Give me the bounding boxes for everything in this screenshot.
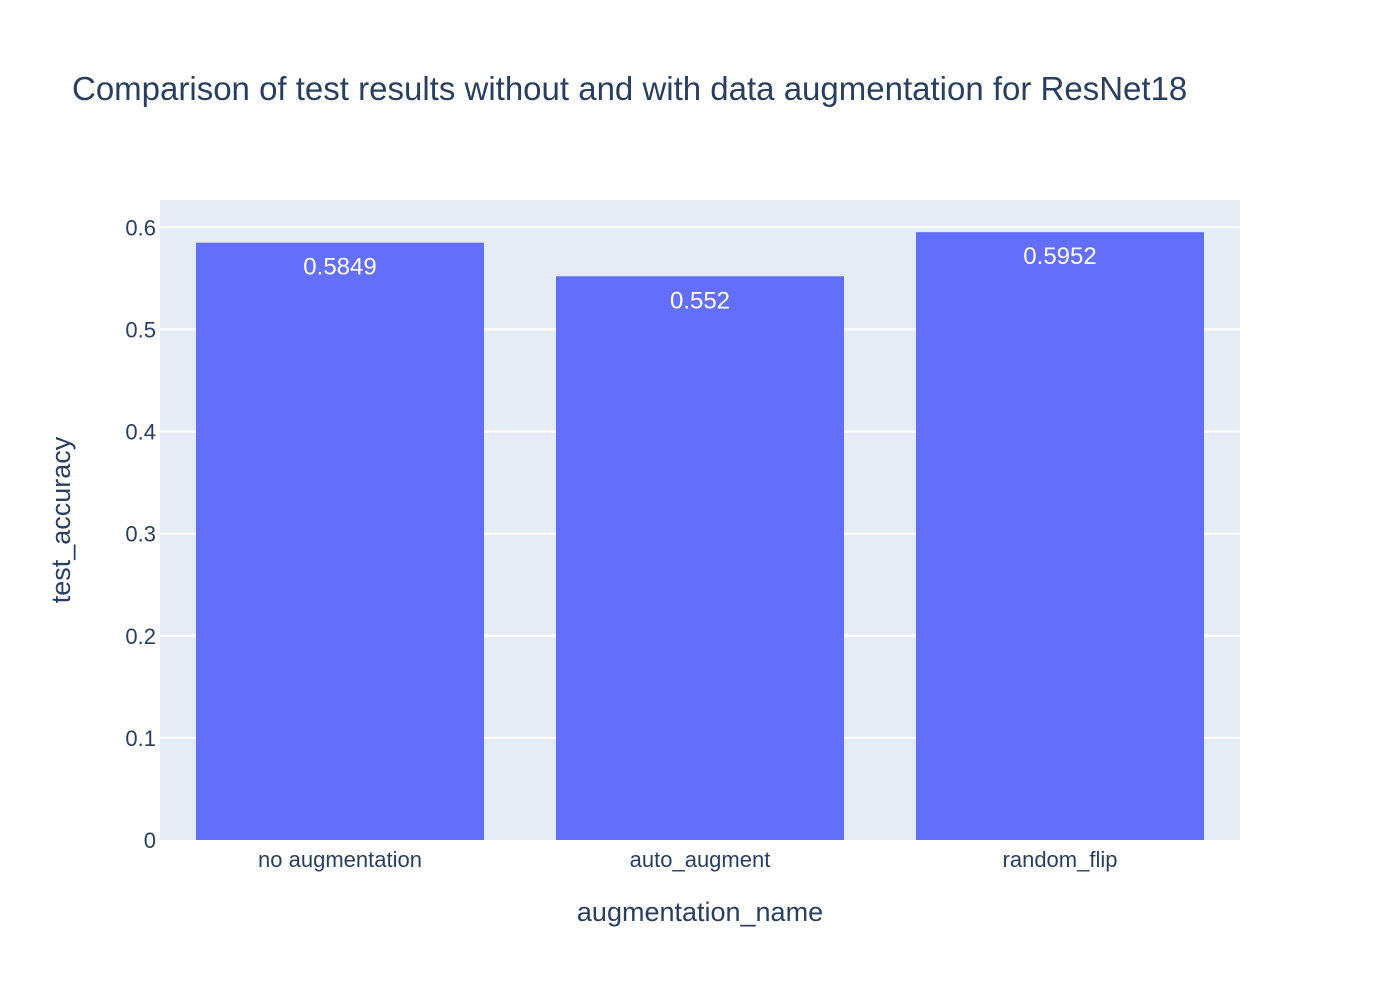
y-axis-label: test_accuracy	[46, 436, 76, 603]
x-tick-label: random_flip	[1003, 847, 1118, 872]
bars	[196, 232, 1204, 841]
bar-data-label: 0.5849	[303, 254, 376, 281]
bar	[196, 242, 484, 841]
x-axis-label: augmentation_name	[577, 897, 823, 927]
y-tick-label: 0.6	[125, 215, 156, 240]
y-tick-label: 0.2	[125, 624, 156, 649]
x-tick-label: no augmentation	[258, 847, 422, 872]
bar	[916, 232, 1204, 840]
y-tick-label: 0.4	[125, 420, 156, 445]
y-tick-label: 0.3	[125, 522, 156, 547]
y-tick-label: 0	[144, 828, 156, 853]
x-tick-label: auto_augment	[630, 847, 771, 872]
bar-data-label: 0.5952	[1023, 243, 1096, 270]
y-tick-label: 0.1	[125, 726, 156, 751]
y-tick-label: 0.5	[125, 317, 156, 342]
bar-labels: 0.5849 0.552 0.5952	[303, 243, 1096, 314]
chart-title: Comparison of test results without and w…	[72, 70, 1187, 107]
y-axis-ticks: 0 0.1 0.2 0.3 0.4 0.5 0.6	[125, 215, 156, 853]
x-axis-ticks: no augmentation auto_augment random_flip	[258, 847, 1117, 872]
bar-data-label: 0.552	[670, 287, 730, 314]
bar	[556, 276, 844, 841]
